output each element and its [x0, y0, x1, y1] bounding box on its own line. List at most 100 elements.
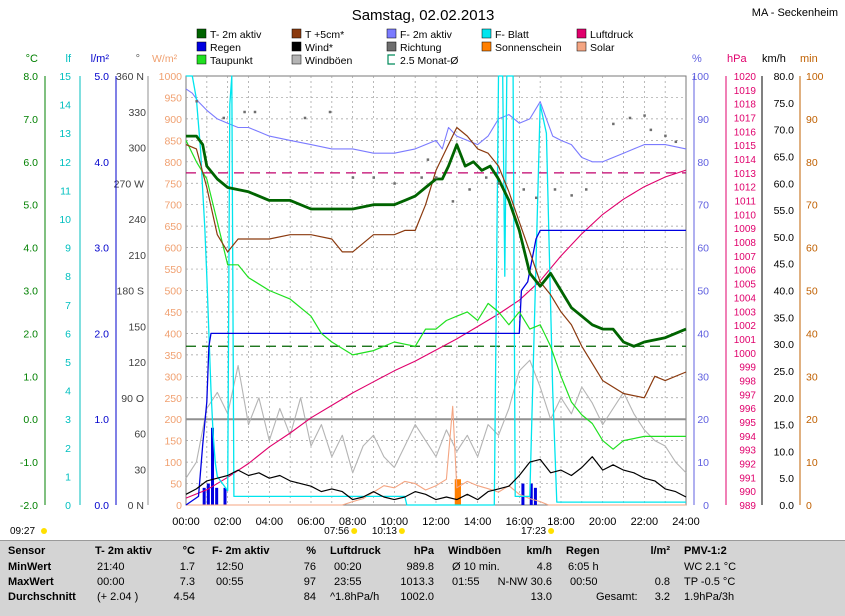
tick-label: 997: [739, 390, 756, 401]
tick-label: 0.0: [23, 414, 38, 426]
tick-label: 800: [164, 157, 182, 169]
tick-label: 1016: [734, 127, 757, 138]
stats-value: 84: [303, 591, 316, 603]
tick-label: 40: [806, 328, 818, 340]
tick-label: 450: [164, 307, 182, 319]
tick-label: 650: [164, 221, 182, 233]
tick-label: 30.0: [774, 339, 795, 351]
tick-label: 12: [59, 157, 71, 169]
tick-label: -2.0: [20, 500, 38, 512]
tick-label: 1007: [734, 252, 757, 263]
rain-bar: [533, 487, 537, 505]
direction-dot: [585, 188, 588, 191]
legend-swatch: [196, 28, 207, 39]
legend-swatch: [291, 54, 302, 65]
chart-title: Samstag, 02.02.2013: [352, 7, 495, 24]
tick-label: 90 O: [121, 393, 144, 405]
tick-label: 1004: [734, 293, 757, 304]
stats-unit: l/m²: [650, 545, 670, 557]
tick-label: 40.0: [774, 286, 795, 298]
series-line: [186, 405, 686, 506]
tick-label: 550: [164, 264, 182, 276]
tick-label: 998: [739, 376, 756, 387]
legend-label: Solar: [590, 42, 615, 54]
stats-time: 00:20: [334, 561, 362, 573]
stats-trend: ^1.8hPa/h: [330, 591, 380, 603]
legend-swatch: [481, 28, 492, 39]
legend-label: Taupunkt: [210, 55, 253, 67]
tick-label: 1009: [734, 224, 757, 235]
tick-label: 750: [164, 178, 182, 190]
axis-unit: W/m²: [152, 53, 178, 65]
stats-header: Sensor: [8, 545, 46, 557]
stats-value: 76: [303, 561, 316, 573]
rain-bar: [521, 483, 525, 505]
legend-swatch: [196, 41, 207, 52]
direction-dot: [435, 176, 438, 179]
axis-unit: hPa: [727, 53, 747, 65]
series-line: [186, 75, 686, 506]
legend-swatch: [576, 28, 587, 39]
tick-label: 20: [697, 414, 709, 426]
direction-dot: [468, 188, 471, 191]
tick-label: 989: [739, 501, 756, 512]
time-mark-label: 17:23: [521, 526, 546, 537]
stats-value: WC 2.1 °C: [684, 561, 737, 573]
tick-label: 14: [59, 100, 71, 112]
series-line: [185, 456, 687, 501]
tick-label: 60: [134, 429, 146, 441]
stats-time: 00:55: [216, 576, 244, 588]
tick-label: 2.0: [94, 328, 109, 340]
stats-unit: %: [306, 545, 316, 557]
stats-gust-column: Windböen km/h Ø 10 min. 4.8 01:55 N-NW 30.6…: [448, 545, 552, 606]
direction-dot: [351, 176, 355, 179]
direction-dot: [426, 158, 430, 161]
tick-label: 11: [60, 185, 71, 197]
tick-label: 360 N: [116, 71, 144, 83]
direction-dot: [643, 114, 646, 117]
tick-label: 13: [59, 128, 71, 140]
x-tick-label: 08:00: [339, 516, 367, 528]
tick-label: 5: [65, 357, 71, 369]
tick-label: 5.0: [94, 71, 109, 83]
tick-label: 1018: [734, 100, 757, 111]
tick-label: 9: [65, 243, 71, 255]
tick-label: 10: [806, 457, 818, 469]
tick-label: 30: [134, 464, 146, 476]
tick-label: 0: [65, 500, 71, 512]
direction-dot: [553, 188, 557, 191]
series-line: [185, 126, 687, 399]
tick-label: 100: [806, 71, 824, 83]
sun-icon: [351, 528, 358, 534]
weather-chart: Samstag, 02.02.2013 MA - Seckenheim T- 2m …: [10, 7, 838, 537]
x-tick-label: 20:00: [589, 516, 617, 528]
series-line: [186, 134, 687, 348]
legend-swatch: [576, 41, 587, 52]
tick-label: 8.0: [23, 71, 38, 83]
tick-label: 1000: [734, 349, 757, 360]
tick-label: 990: [739, 487, 756, 498]
stats-time: 21:40: [97, 561, 125, 573]
stats-value: 13.0: [530, 591, 552, 603]
time-mark-label: 07:56: [324, 526, 349, 537]
stats-value: 989.8: [406, 561, 434, 573]
axis-unit: °C: [26, 53, 38, 65]
tick-label: 1013: [734, 169, 757, 180]
stats-time: Ø 10 min.: [452, 561, 500, 573]
tick-label: 1.0: [94, 414, 109, 426]
legend-swatch: [291, 41, 302, 52]
tick-label: 75.0: [774, 98, 795, 110]
tick-label: 210: [128, 250, 146, 262]
tick-label: 0.0: [779, 500, 794, 512]
x-tick-label: 02:00: [214, 516, 242, 528]
rain-bar: [211, 427, 214, 505]
time-mark-label: 09:27: [10, 526, 35, 537]
direction-dot: [222, 116, 225, 120]
tick-label: 2: [65, 443, 71, 455]
tick-label: 240: [128, 214, 146, 226]
axis-unit: l/m²: [91, 53, 110, 65]
series-line: [185, 359, 687, 479]
direction-dot: [243, 110, 246, 114]
stats-value: 1002.0: [400, 591, 434, 603]
stats-value: 1.7: [179, 561, 195, 573]
